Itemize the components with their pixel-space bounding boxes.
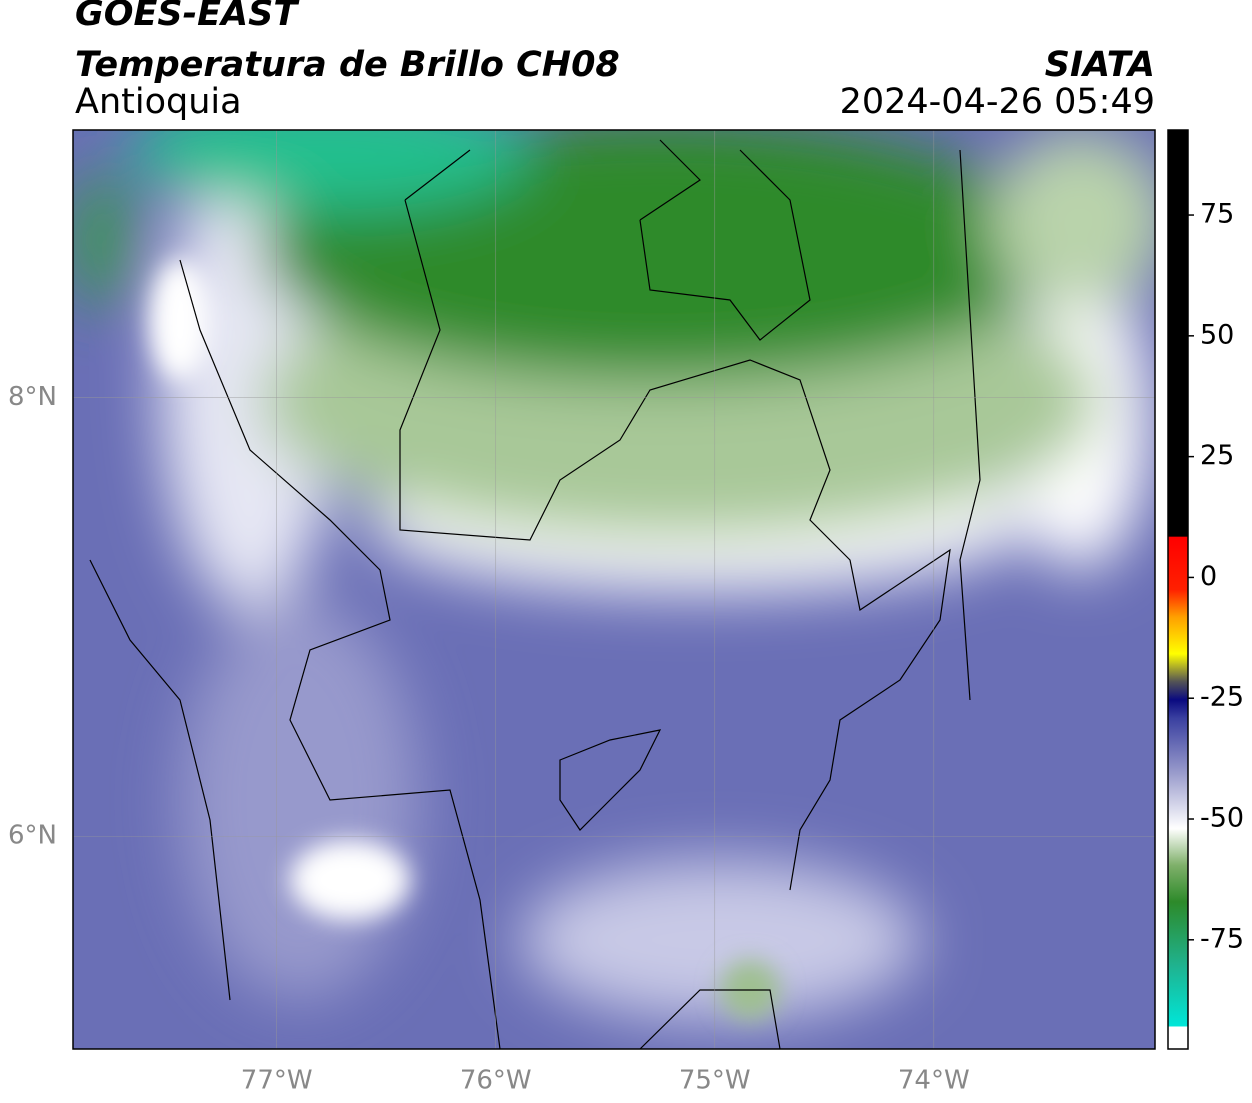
colorbar-tick-label: -25 (1200, 682, 1244, 713)
lon-label: 76°W (460, 1066, 532, 1096)
lon-label: 75°W (679, 1066, 751, 1096)
graticule (73, 130, 1155, 1049)
source: SIATA (1045, 45, 1155, 85)
colorbar-tick-label: -75 (1200, 923, 1244, 954)
lon-label: 74°W (898, 1066, 970, 1096)
satellite-image (73, 130, 1155, 1049)
lat-label: 8°N (8, 382, 57, 412)
subtitle: Temperatura de Brillo CH08 (75, 45, 620, 85)
colorbar (1167, 129, 1189, 1050)
colorbar-tick-label: -50 (1200, 803, 1244, 834)
lat-label: 6°N (8, 821, 57, 851)
colorbar-tick-label: 0 (1200, 561, 1217, 592)
colorbar-tick-label: 25 (1200, 440, 1234, 471)
region: Antioquia (75, 82, 242, 122)
colorbar-tick-label: 75 (1200, 199, 1234, 230)
lon-label: 77°W (241, 1066, 313, 1096)
colorbar-tick-label: 50 (1200, 319, 1234, 350)
title: GOES-EAST (75, 0, 300, 34)
map-frame (72, 129, 1156, 1050)
datetime: 2024-04-26 05:49 (840, 82, 1155, 122)
